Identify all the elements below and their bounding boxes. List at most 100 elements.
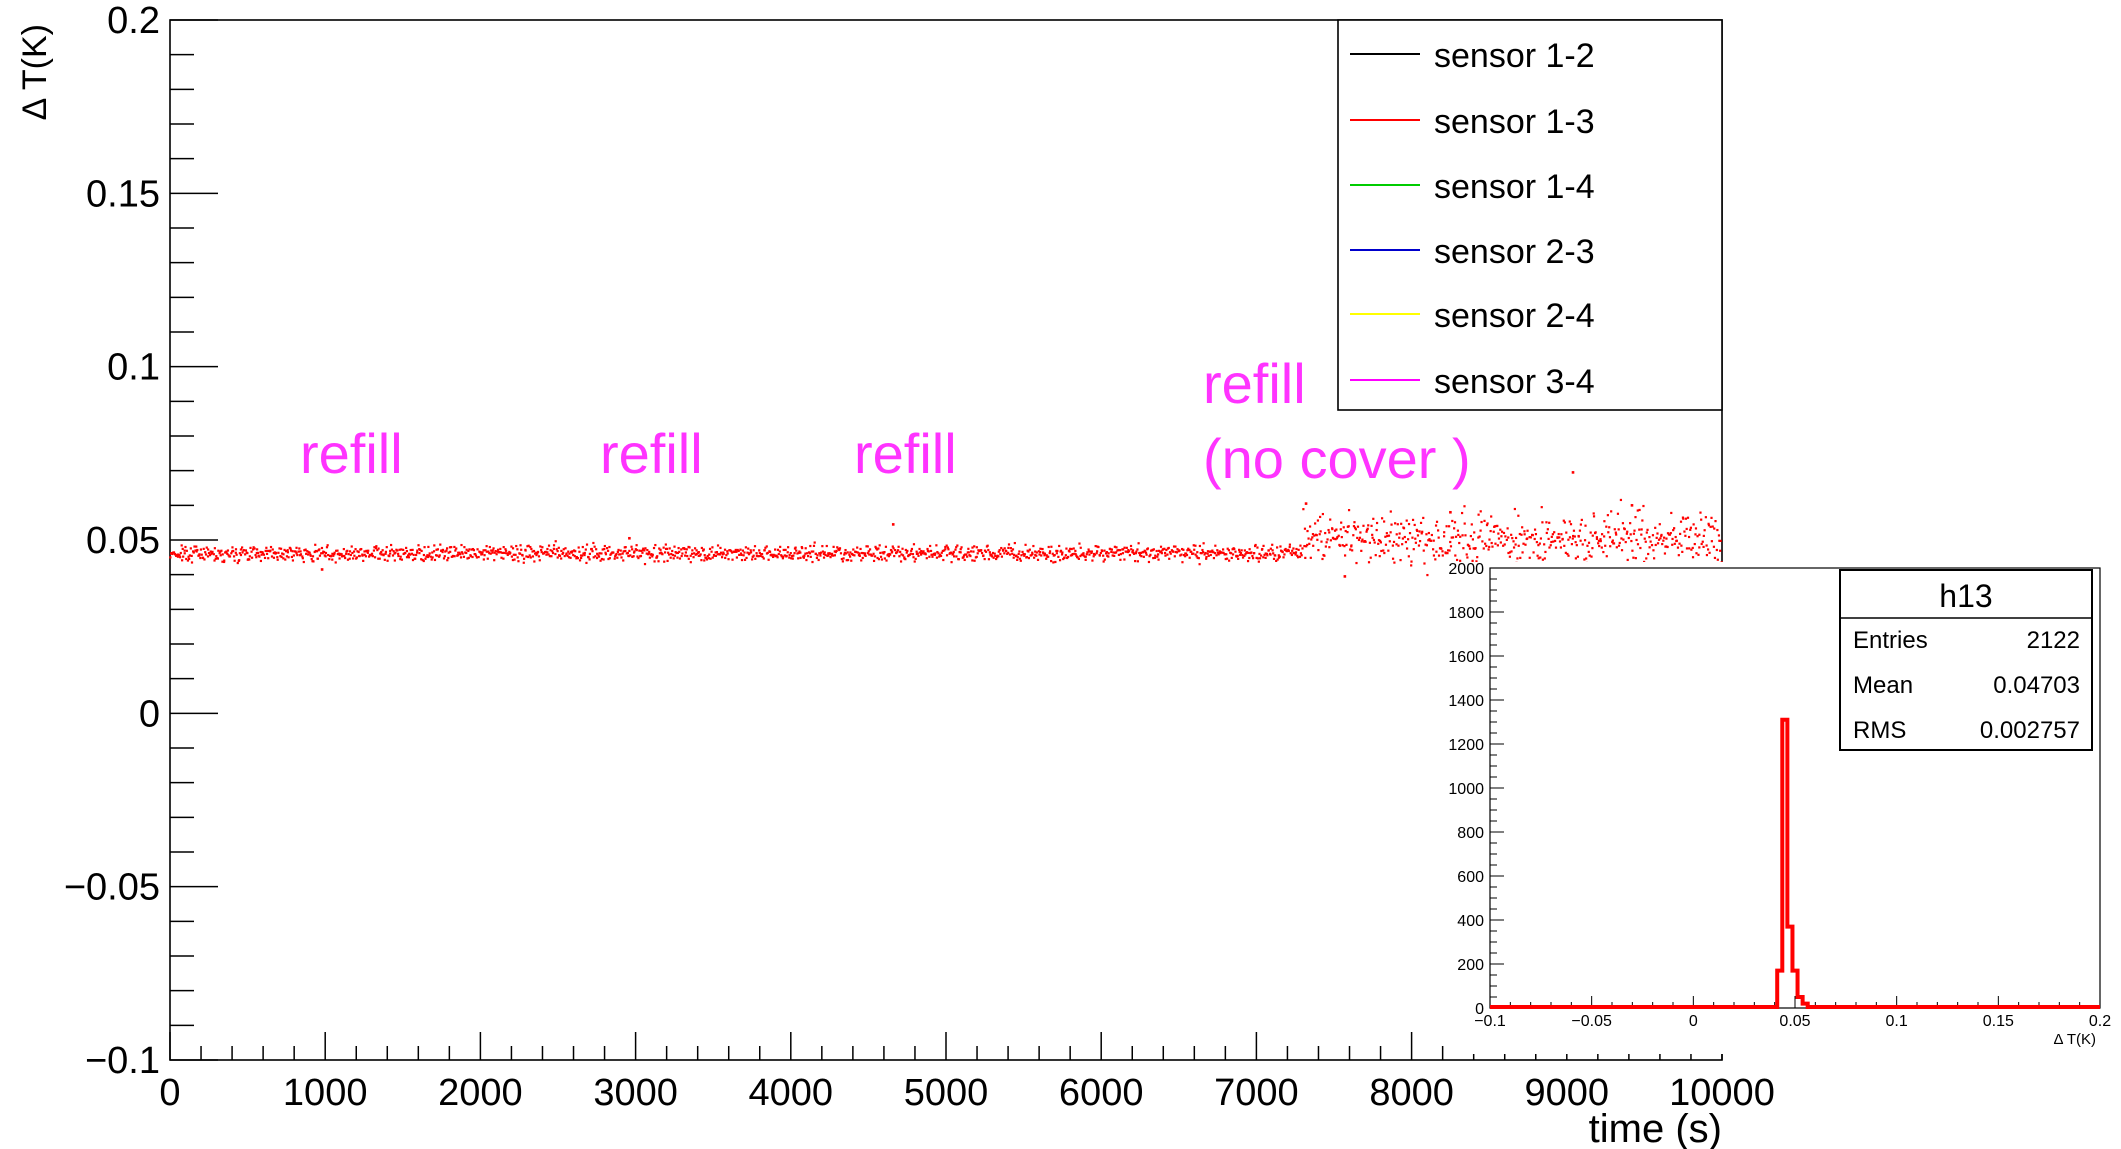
- data-point: [1390, 523, 1393, 526]
- inset-x-tick-label: −0.1: [1474, 1013, 1506, 1030]
- data-point: [724, 556, 727, 560]
- data-point: [378, 557, 381, 560]
- data-point: [1212, 556, 1216, 560]
- data-point: [1101, 549, 1104, 553]
- data-point: [1688, 547, 1691, 550]
- data-point: [1173, 555, 1176, 558]
- data-point: [1013, 541, 1016, 545]
- data-point: [235, 553, 238, 556]
- data-point: [431, 556, 434, 559]
- data-point: [1563, 544, 1566, 547]
- data-point: [928, 555, 931, 558]
- stats-title: h13: [1939, 578, 1992, 614]
- data-point: [345, 552, 348, 555]
- data-point: [560, 557, 563, 560]
- data-point: [477, 555, 480, 559]
- data-point: [1084, 555, 1087, 558]
- data-point: [822, 552, 825, 556]
- data-point: [181, 559, 184, 562]
- data-point: [1061, 551, 1064, 554]
- data-point: [1160, 550, 1163, 553]
- data-point: [1218, 550, 1221, 553]
- data-point: [1454, 535, 1458, 538]
- data-point: [643, 549, 646, 552]
- data-point: [1187, 547, 1190, 550]
- data-point: [677, 546, 680, 550]
- data-point: [633, 550, 636, 553]
- data-point: [1576, 555, 1579, 558]
- data-point: [1011, 548, 1015, 551]
- data-point: [726, 552, 729, 555]
- data-point: [265, 552, 269, 555]
- data-point: [1670, 511, 1673, 515]
- data-point: [953, 555, 956, 558]
- data-point: [1282, 556, 1285, 559]
- data-point: [279, 554, 282, 558]
- data-point: [731, 558, 734, 561]
- data-point: [723, 548, 727, 551]
- data-point: [1435, 520, 1439, 523]
- data-point: [385, 546, 388, 549]
- data-point: [931, 555, 934, 558]
- data-point: [1671, 537, 1674, 541]
- data-point: [1560, 533, 1563, 536]
- data-point: [1288, 545, 1291, 549]
- data-point: [514, 553, 517, 556]
- data-point: [1607, 531, 1610, 534]
- data-point: [1181, 547, 1184, 551]
- data-point: [991, 555, 994, 558]
- data-point: [1226, 547, 1229, 550]
- data-point: [530, 547, 533, 551]
- data-point: [1135, 550, 1138, 553]
- data-point: [1239, 552, 1243, 555]
- data-point: [516, 548, 519, 551]
- data-point: [1677, 554, 1680, 557]
- data-point: [751, 555, 754, 558]
- data-point: [1211, 549, 1214, 552]
- data-point: [547, 544, 551, 547]
- data-point: [1466, 556, 1469, 559]
- data-point: [1098, 554, 1101, 557]
- data-point: [597, 555, 601, 558]
- data-point: [291, 559, 295, 562]
- data-point: [1377, 542, 1380, 545]
- data-point: [1152, 548, 1155, 551]
- data-point: [776, 556, 779, 559]
- data-point: [1119, 558, 1122, 561]
- stats-label-entries: Entries: [1853, 627, 1928, 654]
- data-point: [1157, 549, 1161, 552]
- data-point: [705, 556, 708, 560]
- inset-x-tick-label: −0.05: [1571, 1013, 1612, 1030]
- data-point: [1441, 554, 1444, 557]
- data-point: [1283, 553, 1286, 556]
- data-point: [1702, 545, 1705, 549]
- data-point: [1020, 554, 1023, 557]
- data-point: [651, 555, 654, 558]
- data-point: [467, 556, 470, 559]
- data-point: [1626, 558, 1629, 562]
- data-point: [1356, 525, 1360, 528]
- data-point: [1533, 528, 1537, 531]
- data-point: [672, 557, 675, 560]
- data-point: [647, 552, 651, 555]
- x-tick-label: 1000: [283, 1072, 368, 1114]
- data-point: [450, 555, 453, 558]
- data-point: [926, 547, 929, 551]
- data-point: [1591, 534, 1594, 537]
- data-point: [588, 552, 591, 555]
- data-point: [912, 543, 916, 546]
- data-point: [821, 550, 825, 553]
- data-point: [1385, 532, 1388, 535]
- data-point: [1684, 517, 1688, 520]
- data-point: [1371, 536, 1374, 539]
- data-point: [616, 556, 619, 559]
- data-point: [1300, 554, 1303, 557]
- data-point: [897, 545, 900, 548]
- data-point: [1443, 531, 1446, 534]
- data-point-outlier: [1343, 575, 1347, 578]
- data-point: [780, 554, 783, 557]
- data-point: [653, 560, 656, 563]
- data-point: [1444, 552, 1447, 555]
- data-point: [354, 548, 357, 551]
- data-point: [470, 548, 473, 551]
